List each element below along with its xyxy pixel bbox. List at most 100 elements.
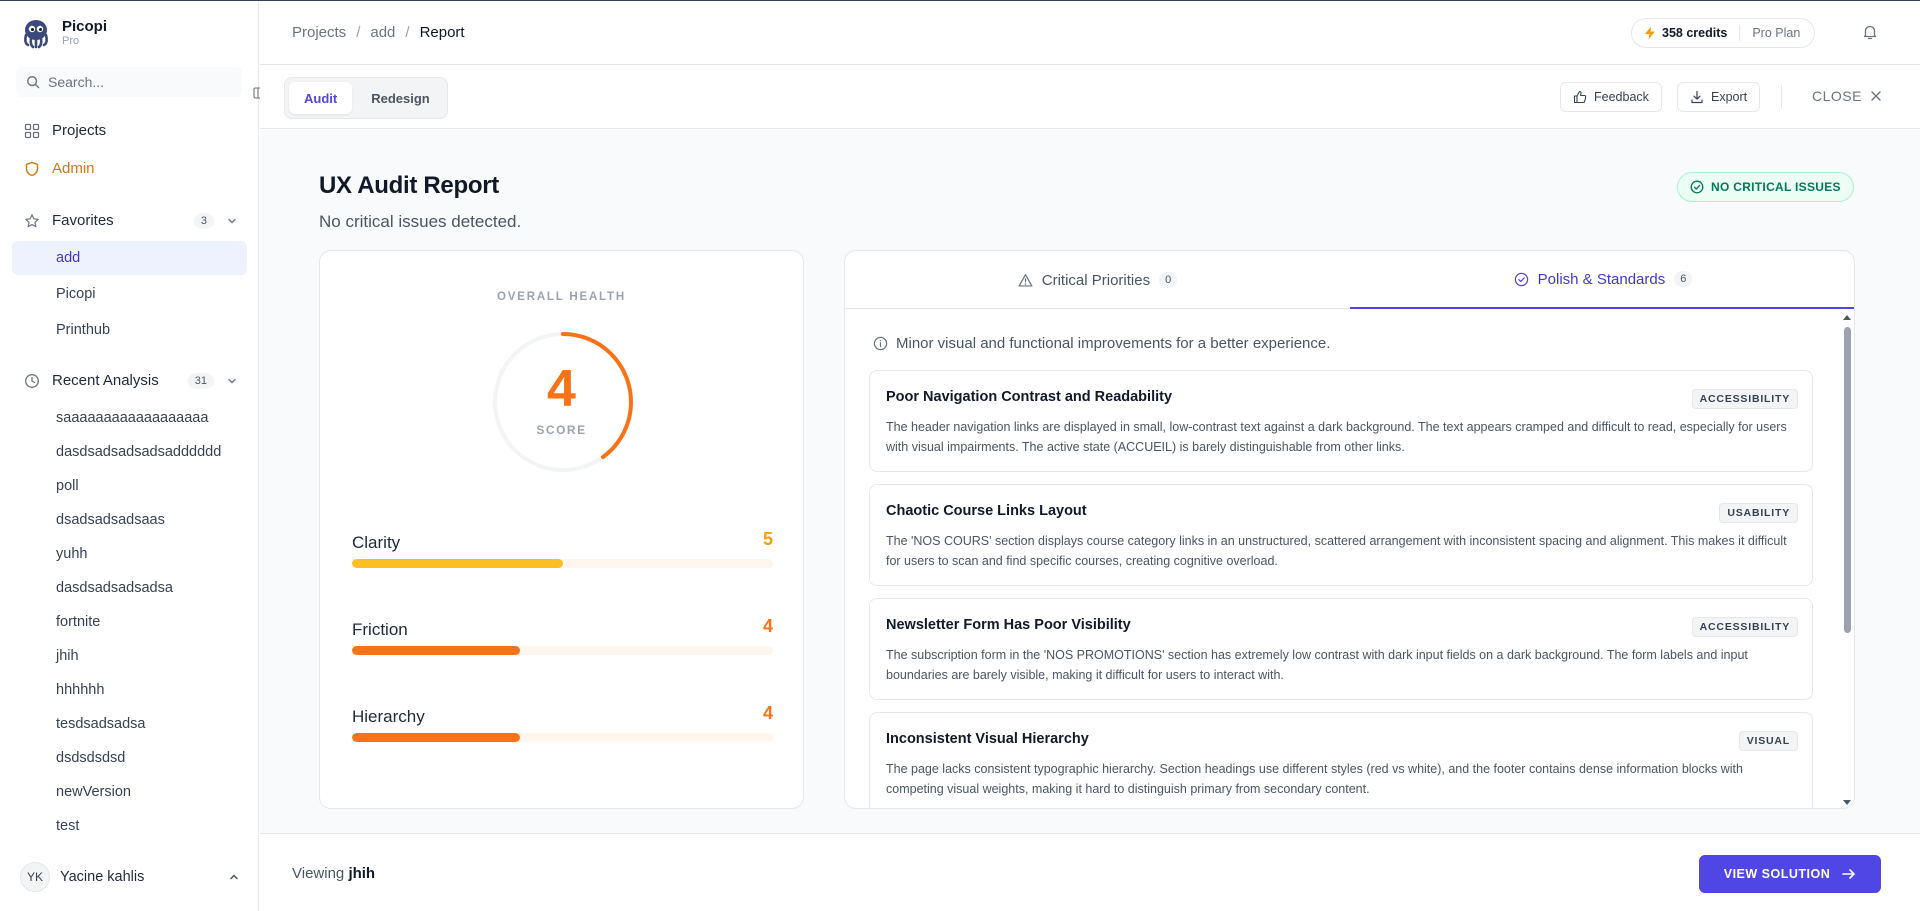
sidebar-search[interactable] — [16, 67, 242, 97]
metric-hierarchy: Hierarchy 4 — [352, 703, 773, 742]
grid-icon — [24, 123, 40, 138]
overall-health-label: OVERALL HEALTH — [497, 291, 626, 303]
chevron-down-icon — [228, 218, 236, 223]
breadcrumb-projects[interactable]: Projects — [292, 24, 347, 41]
recent-item[interactable]: dsadsadsadsaas — [56, 512, 165, 528]
finding-card[interactable]: Inconsistent Visual Hierarchy VISUAL The… — [869, 712, 1813, 808]
findings-tabs: Critical Priorities 0 Polish & Standards… — [845, 251, 1854, 309]
recent-item[interactable]: dasdsadsadsadsa — [56, 580, 173, 596]
favorite-item[interactable]: add — [12, 241, 247, 275]
export-label: Export — [1711, 90, 1748, 104]
view-solution-button[interactable]: VIEW SOLUTION — [1699, 855, 1881, 893]
breadcrumb-separator: / — [405, 24, 410, 41]
favorites-section-header[interactable]: Favorites 3 — [24, 212, 238, 229]
credits-pill[interactable]: 358 credits Pro Plan — [1631, 18, 1816, 48]
finding-card[interactable]: Chaotic Course Links Layout USABILITY Th… — [869, 484, 1813, 586]
finding-title: Inconsistent Visual Hierarchy — [886, 731, 1089, 747]
info-icon — [873, 336, 888, 351]
recent-item[interactable]: hhhhhh — [56, 682, 105, 698]
toolbar-divider — [1781, 85, 1782, 109]
report-subtitle: No critical issues detected. — [319, 212, 522, 231]
scroll-up-arrow-icon[interactable] — [1841, 313, 1853, 321]
tab-audit[interactable]: Audit — [289, 82, 353, 114]
avatar: YK — [20, 862, 50, 892]
recent-item[interactable]: poll — [56, 478, 79, 494]
recent-item[interactable]: jhih — [56, 648, 79, 664]
finding-category-badge: ACCESSIBILITY — [1691, 389, 1798, 409]
recent-analysis-section-header[interactable]: Recent Analysis 31 — [24, 372, 238, 389]
chevron-up-icon — [230, 874, 238, 880]
metric-name: Hierarchy — [352, 707, 425, 726]
plan-label: Pro Plan — [1752, 26, 1801, 40]
status-badge: NO CRITICAL ISSUES — [1677, 172, 1854, 202]
recent-item[interactable]: dsdsdsdsd — [56, 750, 126, 766]
tab-label: Critical Priorities — [1041, 271, 1151, 289]
thumbs-up-icon — [1573, 90, 1587, 104]
brand[interactable]: Picopi Pro — [20, 17, 107, 49]
chevron-down-icon — [228, 378, 236, 383]
tab-count-badge: 6 — [1674, 271, 1693, 287]
finding-category-badge: ACCESSIBILITY — [1691, 617, 1798, 637]
health-score: 4 — [547, 360, 576, 418]
page-title: UX Audit Report — [319, 172, 499, 199]
recent-item[interactable]: fortnite — [56, 614, 101, 630]
check-circle-icon — [1690, 180, 1704, 194]
metric-clarity: Clarity 5 — [352, 529, 773, 568]
bell-icon[interactable] — [1861, 23, 1879, 41]
gauge-arc — [493, 332, 633, 472]
favorite-item[interactable]: Printhub — [56, 322, 111, 338]
metric-value: 5 — [762, 529, 773, 549]
breadcrumb-add[interactable]: add — [370, 24, 396, 41]
search-input[interactable] — [48, 74, 228, 90]
finding-title: Newsletter Form Has Poor Visibility — [886, 617, 1131, 633]
tab-polish-standards[interactable]: Polish & Standards 6 — [1350, 251, 1854, 309]
recent-item[interactable]: tesdsadsadsa — [56, 716, 146, 732]
finding-description: The header navigation links are displaye… — [886, 420, 1787, 454]
tab-critical-priorities[interactable]: Critical Priorities 0 — [845, 251, 1350, 309]
finding-description: The page lacks consistent typographic hi… — [886, 762, 1743, 796]
recent-item[interactable]: newVersion — [56, 784, 131, 800]
metric-friction: Friction 4 — [352, 616, 773, 655]
metric-track — [352, 559, 773, 568]
finding-card[interactable]: Newsletter Form Has Poor Visibility ACCE… — [869, 598, 1813, 700]
viewing-prefix: Viewing — [292, 865, 345, 882]
findings-scrollbar[interactable] — [1841, 313, 1853, 807]
score-label: SCORE — [536, 423, 587, 437]
octopus-logo-icon — [24, 20, 48, 49]
metric-bar — [352, 559, 563, 568]
sidebar-item-admin[interactable]: Admin — [24, 160, 95, 177]
scroll-thumb[interactable] — [1844, 327, 1851, 633]
star-icon — [25, 213, 39, 227]
viewing-name: jhih — [348, 865, 376, 882]
user-menu[interactable]: YK Yacine kahlis — [20, 862, 240, 892]
tab-redesign[interactable]: Redesign — [371, 90, 430, 106]
credits-amount: 358 credits — [1662, 26, 1728, 40]
close-button[interactable]: CLOSE — [1812, 88, 1882, 104]
favorites-label: Favorites — [52, 212, 114, 229]
metric-name: Clarity — [352, 533, 401, 552]
finding-title: Chaotic Course Links Layout — [886, 503, 1087, 519]
favorite-item[interactable]: Picopi — [56, 286, 96, 302]
credits-divider — [1739, 25, 1741, 41]
sidebar-item-projects[interactable]: Projects — [24, 122, 106, 139]
feedback-button[interactable]: Feedback — [1560, 82, 1662, 112]
breadcrumb-separator: / — [356, 24, 361, 41]
recent-item[interactable]: test — [56, 818, 80, 834]
finding-card[interactable]: Poor Navigation Contrast and Readability… — [869, 370, 1813, 472]
export-button[interactable]: Export — [1677, 82, 1761, 112]
mode-switch: Audit Redesign — [284, 77, 448, 119]
finding-description: The subscription form in the 'NOS PROMOT… — [886, 648, 1748, 682]
recent-count-badge: 31 — [187, 372, 214, 389]
download-icon — [1691, 90, 1703, 104]
finding-description: The 'NOS COURS' section displays course … — [886, 534, 1787, 568]
overall-health-card: OVERALL HEALTH 4 SCORE Clarity 5 Frictio… — [319, 250, 804, 809]
recent-item[interactable]: dasdsadsadsadsadddddd — [56, 444, 222, 460]
warning-icon — [1018, 273, 1033, 287]
app-name: Picopi — [62, 18, 108, 35]
sidebar-item-label: Admin — [52, 160, 95, 177]
scroll-down-arrow-icon[interactable] — [1841, 799, 1853, 807]
recent-item[interactable]: yuhh — [56, 546, 88, 562]
recent-item[interactable]: saaaaaaaaaaaaaaaaaa — [56, 410, 209, 426]
close-label: CLOSE — [1812, 88, 1862, 104]
app-plan: Pro — [62, 35, 80, 47]
